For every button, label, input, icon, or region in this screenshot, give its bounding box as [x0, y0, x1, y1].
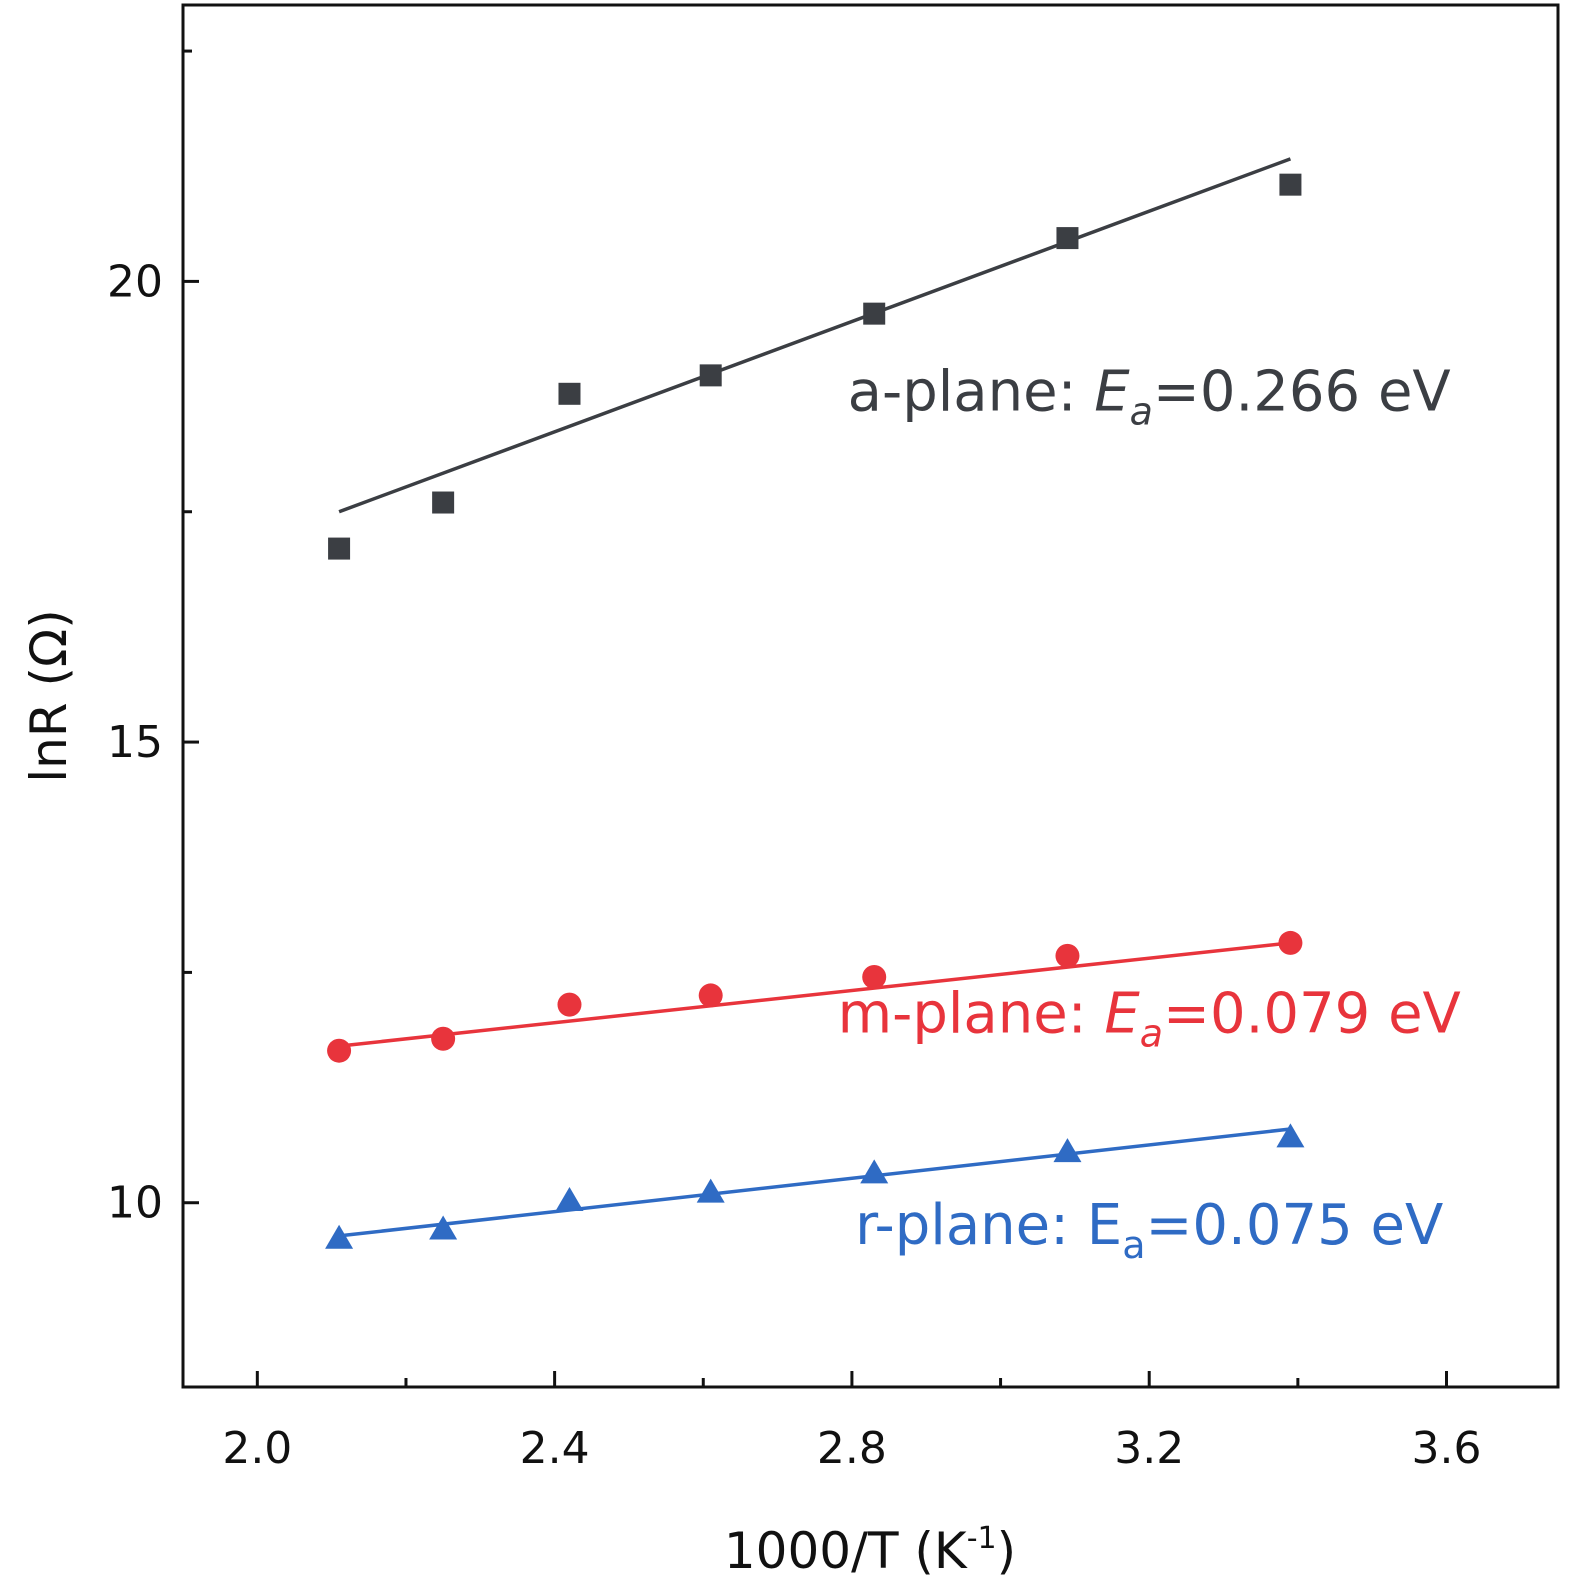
- a-plane-annotation: a-plane: Ea=0.266 eV: [848, 359, 1451, 433]
- x-tick-label: 3.6: [1412, 1423, 1482, 1474]
- a-plane-point: [863, 302, 886, 325]
- x-tick-label: 2.8: [817, 1423, 887, 1474]
- a-plane-point: [1279, 173, 1302, 196]
- r-plane-point: [696, 1178, 725, 1203]
- a-plane-point: [432, 491, 455, 514]
- m-plane-fit-line: [338, 941, 1291, 1048]
- a-plane-point: [1056, 227, 1079, 250]
- y-tick-label: 20: [107, 256, 163, 307]
- y-tick-label: 15: [107, 717, 163, 768]
- series-annotations: a-plane: Ea=0.266 eV m-plane: Ea=0.079 eV…: [838, 359, 1461, 1267]
- axis-ticks: [183, 49, 1449, 1387]
- m-plane-annotation: m-plane: Ea=0.079 eV: [838, 981, 1461, 1055]
- m-plane-point: [1055, 943, 1080, 968]
- x-tick-label: 3.2: [1114, 1423, 1184, 1474]
- r-plane-fit-line: [338, 1127, 1291, 1238]
- x-axis-title: 1000/T (K-1): [724, 1521, 1016, 1580]
- a-plane-point: [699, 364, 722, 387]
- m-plane-point: [1278, 930, 1303, 955]
- m-plane-point: [698, 983, 723, 1008]
- a-plane-fit-line: [338, 157, 1292, 514]
- axis-tick-labels: 2.0 2.4 2.8 3.2 3.6 10 15 20: [107, 256, 1482, 1474]
- r-plane-point: [1053, 1138, 1082, 1163]
- fit-lines: [338, 157, 1292, 1238]
- m-plane-point: [327, 1038, 352, 1063]
- m-plane-point: [557, 992, 582, 1017]
- x-tick-label: 2.4: [520, 1423, 590, 1474]
- m-plane-point: [862, 965, 887, 990]
- r-plane-point: [555, 1186, 584, 1211]
- a-plane-point: [558, 382, 581, 405]
- r-plane-point: [429, 1215, 458, 1240]
- r-plane-point: [860, 1159, 889, 1184]
- r-plane-point: [1276, 1123, 1305, 1148]
- a-plane-point: [328, 537, 351, 560]
- x-tick-label: 2.0: [222, 1423, 292, 1474]
- y-axis-title: lnR (Ω): [20, 609, 78, 782]
- data-points: [325, 173, 1305, 1249]
- plot-frame: [181, 3, 1560, 1389]
- m-plane-point: [431, 1026, 456, 1051]
- r-plane-annotation: r-plane: Ea=0.075 eV: [855, 1193, 1443, 1267]
- r-plane-point: [325, 1224, 354, 1249]
- y-tick-label: 10: [107, 1178, 163, 1229]
